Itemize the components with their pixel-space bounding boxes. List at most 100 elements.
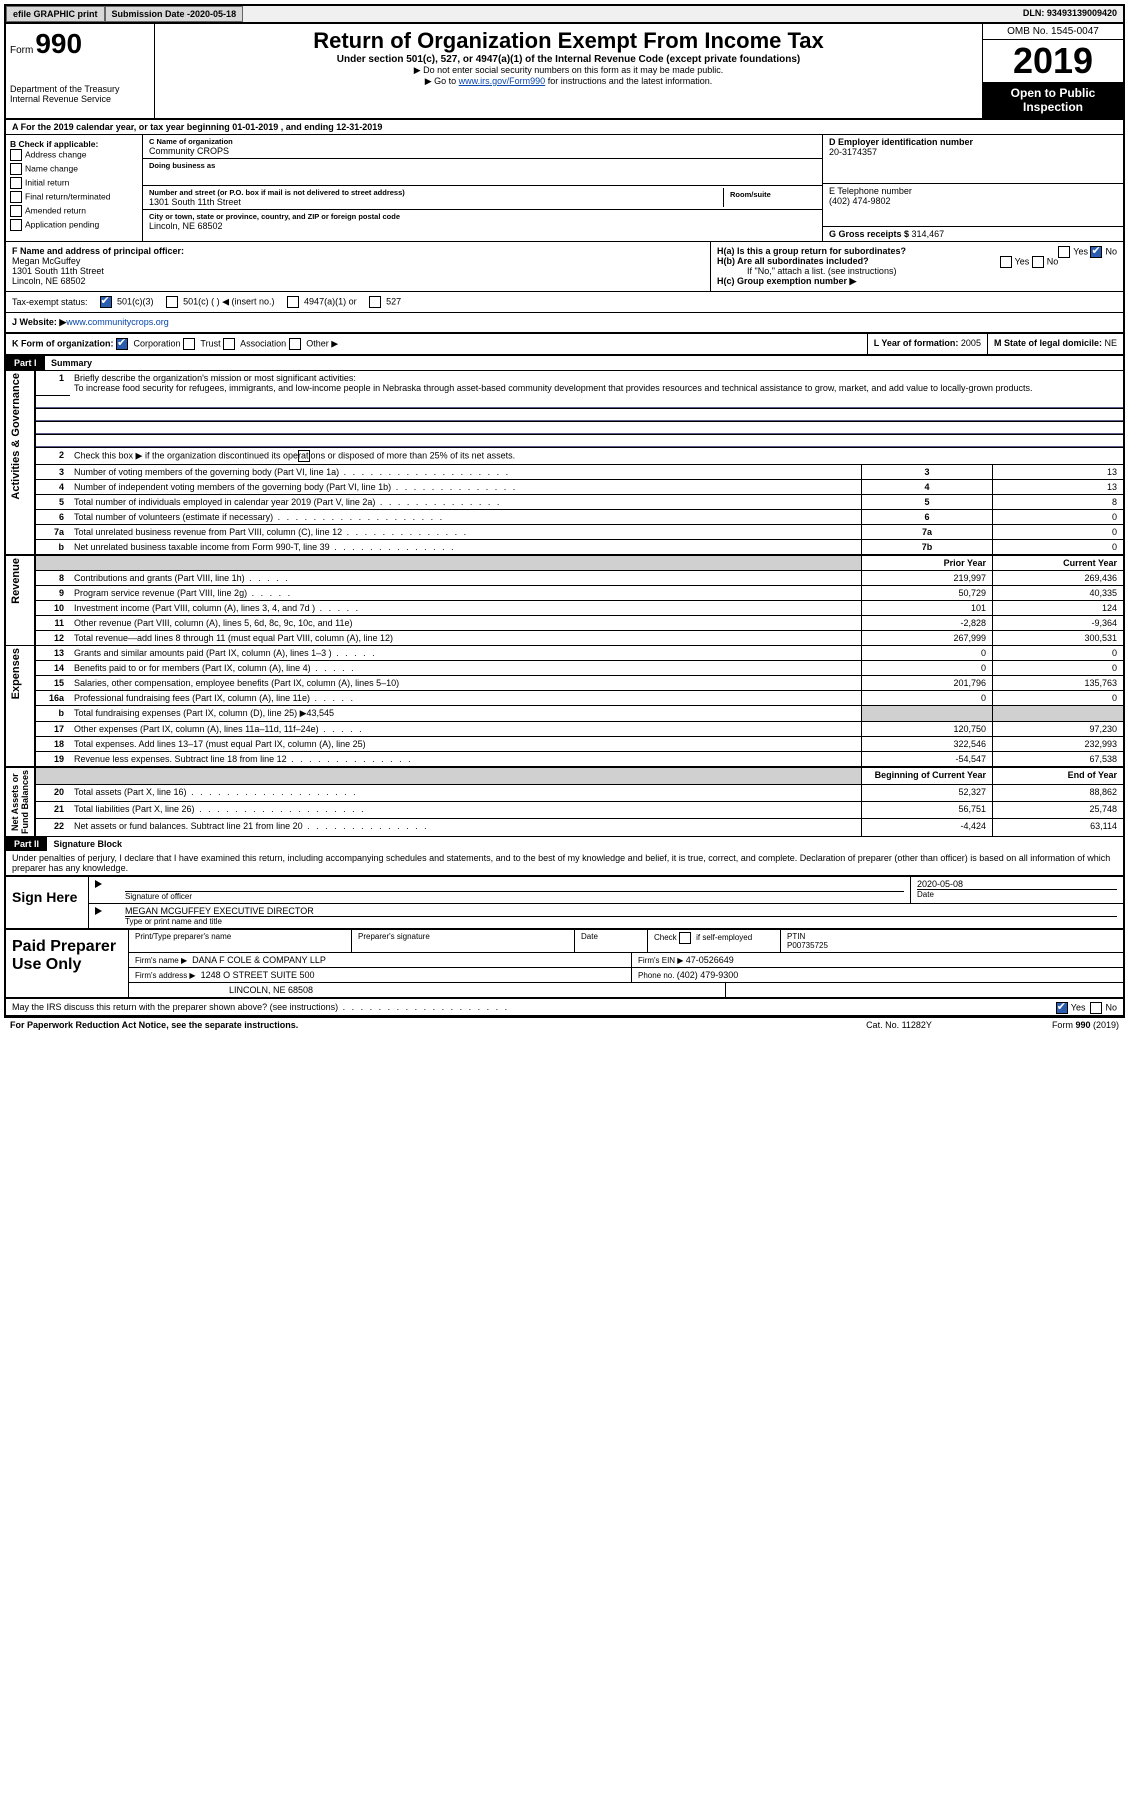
instr2-post: for instructions and the latest informat…: [545, 76, 712, 86]
header-right: OMB No. 1545-0047 2019 Open to Public In…: [982, 24, 1123, 118]
line-10: Investment income (Part VIII, column (A)…: [70, 600, 862, 615]
org-name-label: C Name of organization: [149, 137, 816, 146]
chk-other[interactable]: [289, 338, 301, 350]
prep-sig-label: Preparer's signature: [352, 930, 575, 952]
prep-row-3: Firm's address ▶ 1248 O STREET SUITE 500…: [129, 968, 1123, 983]
line-5: Total number of individuals employed in …: [70, 494, 862, 509]
hb-yes[interactable]: [1000, 256, 1012, 268]
line-1: Briefly describe the organization's miss…: [70, 371, 1123, 395]
col-current-year: Current Year: [993, 555, 1124, 571]
row-klm: K Form of organization: Corporation Trus…: [6, 332, 1123, 356]
dba-cell: Doing business as: [143, 159, 822, 186]
col-prior-year: Prior Year: [862, 555, 993, 571]
part-ii-header: Part II Signature Block: [6, 837, 1123, 851]
tax-status-label: Tax-exempt status:: [12, 297, 88, 307]
ha-yes[interactable]: [1058, 246, 1070, 258]
line-17: Other expenses (Part IX, column (A), lin…: [70, 721, 862, 736]
line-8: Contributions and grants (Part VIII, lin…: [70, 570, 862, 585]
website-label: J Website: ▶: [12, 317, 66, 328]
hb-label: H(b) Are all subordinates included?: [717, 256, 869, 266]
dba-label: Doing business as: [149, 161, 816, 170]
sign-here-block: Sign Here Signature of officer 2020-05-0…: [6, 875, 1123, 928]
chk-final-return[interactable]: Final return/terminated: [10, 191, 138, 203]
submission-date-value: 2020-05-18: [190, 9, 236, 19]
chk-self-employed[interactable]: [679, 932, 691, 944]
city-label: City or town, state or province, country…: [149, 212, 816, 221]
state-domicile: M State of legal domicile: NE: [987, 334, 1123, 354]
gross-receipts-value: 314,467: [912, 229, 945, 239]
row-fgh: F Name and address of principal officer:…: [6, 241, 1123, 291]
line-21: Total liabilities (Part X, line 26): [70, 802, 862, 819]
hb-row: H(b) Are all subordinates included? Yes …: [717, 256, 1117, 266]
line-1-num: 1: [35, 371, 70, 395]
header-mid: Return of Organization Exempt From Incom…: [155, 24, 982, 118]
paperwork-notice: For Paperwork Reduction Act Notice, see …: [10, 1020, 298, 1030]
chk-initial-return[interactable]: Initial return: [10, 177, 138, 189]
cat-no: Cat. No. 11282Y: [866, 1020, 932, 1030]
org-name: Community CROPS: [149, 146, 816, 156]
vlabel-expenses: Expenses: [10, 648, 22, 699]
officer-addr2: Lincoln, NE 68502: [12, 276, 704, 286]
prep-date-label: Date: [575, 930, 648, 952]
chk-trust[interactable]: [183, 338, 195, 350]
col-b-label: B Check if applicable:: [10, 139, 138, 149]
part-ii-title: Signature Block: [54, 839, 123, 849]
arrow-icon-2: [95, 907, 102, 915]
chk-501c3[interactable]: [100, 296, 112, 308]
section-bcde: B Check if applicable: Address change Na…: [6, 135, 1123, 241]
sign-date-label: Date: [917, 889, 1117, 899]
officer-typed-name: MEGAN MCGUFFEY EXECUTIVE DIRECTOR: [125, 906, 1117, 917]
instructions-link[interactable]: www.irs.gov/Form990: [459, 76, 546, 86]
prep-row-4: LINCOLN, NE 68508: [129, 983, 1123, 997]
website-link[interactable]: www.communitycrops.org: [66, 317, 169, 328]
discuss-text: May the IRS discuss this return with the…: [12, 1002, 509, 1012]
chk-527[interactable]: [369, 296, 381, 308]
col-b-checkboxes: B Check if applicable: Address change Na…: [6, 135, 143, 241]
chk-amended-return[interactable]: Amended return: [10, 205, 138, 217]
summary-table: Activities & Governance 1 Briefly descri…: [6, 371, 1123, 837]
col-begin-year: Beginning of Current Year: [862, 767, 993, 785]
group-return-cell: H(a) Is this a group return for subordin…: [711, 242, 1123, 291]
discuss-yes[interactable]: [1056, 1002, 1068, 1014]
phone-cell: E Telephone number (402) 474-9802: [823, 184, 1123, 227]
ein-cell: D Employer identification number 20-3174…: [823, 135, 1123, 184]
line-15: Salaries, other compensation, employee b…: [70, 675, 862, 690]
row-j-website: J Website: ▶ www.communitycrops.org: [6, 312, 1123, 332]
line-7a: Total unrelated business revenue from Pa…: [70, 524, 862, 539]
form-990: 990: [35, 28, 82, 60]
hc-row: H(c) Group exemption number ▶: [717, 276, 1117, 287]
chk-name-change[interactable]: Name change: [10, 163, 138, 175]
line-14: Benefits paid to or for members (Part IX…: [70, 660, 862, 675]
line-19: Revenue less expenses. Subtract line 18 …: [70, 751, 862, 767]
mission-text: To increase food security for refugees, …: [74, 383, 1033, 393]
hb-no[interactable]: [1032, 256, 1044, 268]
line-2: Check this box ▶ if the organization dis…: [70, 447, 1123, 464]
ha-no[interactable]: [1090, 246, 1102, 258]
officer-label: F Name and address of principal officer:: [12, 246, 704, 256]
chk-association[interactable]: [223, 338, 235, 350]
part-i-badge: Part I: [6, 356, 45, 370]
chk-corporation[interactable]: [116, 338, 128, 350]
chk-501c[interactable]: [166, 296, 178, 308]
part-i-header: Part I Summary: [6, 356, 1123, 371]
paid-preparer-label: Paid Preparer Use Only: [6, 930, 129, 997]
footer: For Paperwork Reduction Act Notice, see …: [4, 1018, 1125, 1032]
line-12: Total revenue—add lines 8 through 11 (mu…: [70, 630, 862, 645]
form-title: Return of Organization Exempt From Incom…: [159, 28, 978, 54]
chk-application-pending[interactable]: Application pending: [10, 219, 138, 231]
discuss-no[interactable]: [1090, 1002, 1102, 1014]
chk-address-change[interactable]: Address change: [10, 149, 138, 161]
sign-date: 2020-05-08: [917, 879, 1117, 889]
vlabel-revenue: Revenue: [10, 558, 22, 604]
phone-value: (402) 474-9802: [829, 196, 1117, 206]
address-cell: Number and street (or P.O. box if mail i…: [143, 186, 822, 210]
part-i-title: Summary: [51, 358, 92, 368]
chk-4947[interactable]: [287, 296, 299, 308]
line-7b: Net unrelated business taxable income fr…: [70, 539, 862, 555]
col-end-year: End of Year: [993, 767, 1124, 785]
line-13: Grants and similar amounts paid (Part IX…: [70, 645, 862, 660]
line-16a: Professional fundraising fees (Part IX, …: [70, 690, 862, 705]
gross-receipts-cell: G Gross receipts $ 314,467: [823, 227, 1123, 241]
chk-discontinued[interactable]: [298, 450, 310, 462]
efile-print-button[interactable]: efile GRAPHIC print: [6, 6, 105, 22]
